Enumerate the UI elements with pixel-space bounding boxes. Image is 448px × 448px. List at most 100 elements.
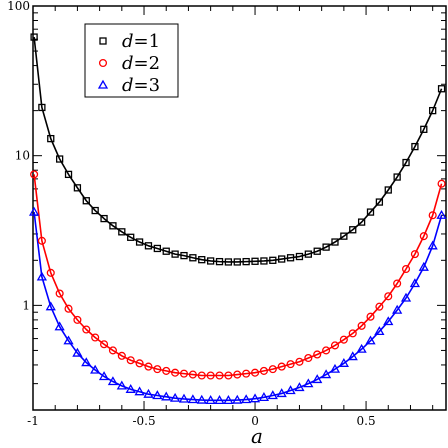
legend: d=1d=2d=3 [84,23,179,98]
series-1-point [384,186,392,194]
series-3-point [303,378,314,388]
series-2-point [339,335,348,344]
series-1-point [224,258,233,266]
series-3-point [169,392,181,402]
series-1-point [295,252,304,261]
series-1-point [215,257,224,266]
series-2-point [73,315,82,324]
series-3-point [409,278,421,288]
series-2-point [82,325,91,334]
legend-label-3: d=3 [122,75,160,96]
series-1-point [153,244,161,253]
series-2-point [242,369,251,378]
series-2-point [197,371,206,380]
series-1-point [375,198,384,206]
series-3-point [187,394,198,404]
series-1-point [206,257,215,265]
series-2-point [384,292,393,301]
x-tick-label: 0 [251,414,259,428]
series-3-point [152,390,163,400]
y-tick-label: 1 [22,298,30,312]
series-3-point [294,382,305,392]
series-2-point [153,365,162,374]
series-3-point [418,261,429,271]
series-2-point [401,264,411,274]
series-3-point [107,376,119,386]
series-2-point [215,371,224,380]
series-1-point [180,251,188,260]
series-2-point [393,279,402,288]
series-1-point [109,222,117,230]
x-tick-label: 0.5 [357,414,376,428]
series-3-point [98,371,110,381]
plot-frame [32,5,447,411]
series-1-point [171,250,179,258]
series-2-point [144,362,153,371]
series-1-point [64,170,73,179]
legend-marker-3 [97,79,109,89]
series-1-point [251,257,259,265]
series-2-point [410,250,419,259]
series-1-point [420,125,428,133]
series-1-point [331,238,339,246]
series-2-point [117,351,126,360]
series-3-point [356,343,367,353]
x-tick-label: -0.5 [132,414,155,428]
series-2-point [322,346,331,355]
series-3-point [392,304,403,314]
series-2-point [179,369,189,378]
series-1-point [260,257,268,265]
y-tick-label: 100 [7,0,30,13]
series-1-point [82,197,90,205]
series-1-point [100,214,108,223]
series-1-point [437,85,446,93]
series-2-point [295,357,304,366]
series-3-point [258,392,270,401]
series-2-point [375,302,384,311]
series-3-point [214,395,225,405]
series-2-point [91,333,100,342]
series-2-point [55,289,64,298]
series-3-point [400,292,412,302]
legend-label-1: d=1 [122,31,160,52]
series-3-point [45,301,56,311]
series-2-point [30,170,39,179]
series-1-point [269,256,277,264]
series-3-point [329,363,341,373]
series-2-point [64,304,73,313]
series-2-point [428,211,437,220]
series-3-point [276,388,287,398]
series-3-point [134,386,145,396]
series-3-point [285,385,296,395]
series-1-point [366,208,375,216]
series-1-point [429,106,437,115]
series-1-point [411,142,419,151]
series-2-point [100,340,109,349]
series-3-line [33,211,443,402]
series-2-point [277,362,286,371]
series-3-point [365,335,376,345]
series-2-point [250,368,260,377]
axis-ticks: -1 -0.5 0 0.5 1 10 100 [7,0,446,428]
legend-marker-1 [99,37,107,45]
series-1-point [278,255,286,263]
series-2-point [304,353,313,363]
series-2-point [37,236,46,245]
series-3-point [178,393,190,403]
series-3-point [72,347,83,357]
series-1-point [393,173,401,181]
series-1-point [73,184,82,192]
series-3-point [320,369,332,379]
series-3-point [161,391,172,401]
series-1-point [340,232,348,240]
series-1-point [313,247,321,255]
series-2-point [188,370,197,379]
series-2-point [437,179,446,188]
series-2-point [135,359,144,368]
series-2-point [233,370,242,379]
series-2-point [330,341,340,350]
series-3-point [241,394,252,404]
series-3-point [205,395,216,405]
x-tick-label: -1 [27,414,39,428]
series-3-point [196,394,207,404]
